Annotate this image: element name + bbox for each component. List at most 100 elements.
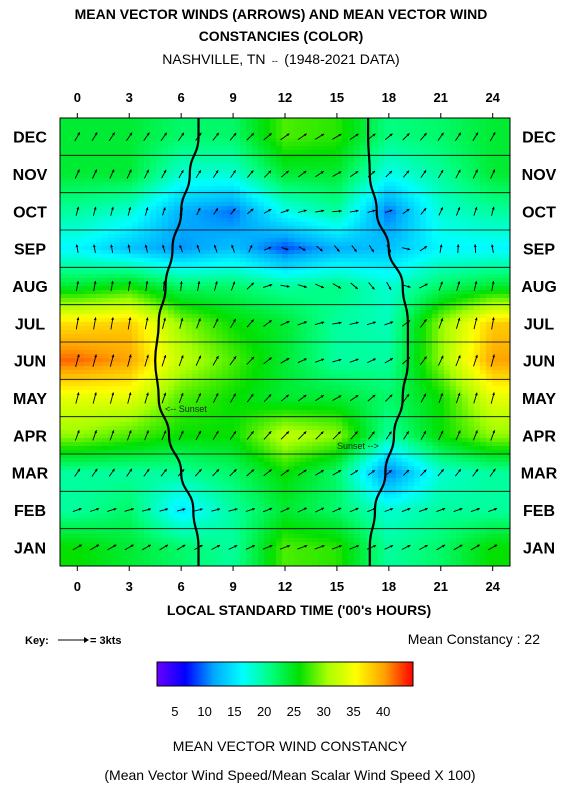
heatmap-cell (132, 190, 139, 195)
heatmap-cell (408, 334, 415, 339)
heatmap-cell (492, 194, 499, 199)
heatmap-cell (204, 206, 211, 211)
heatmap-cell (234, 206, 241, 211)
heatmap-cell (60, 182, 67, 187)
heatmap-cell (180, 270, 187, 275)
heatmap-cell (96, 126, 103, 131)
heatmap-cell (348, 258, 355, 263)
heatmap-cell (420, 262, 427, 267)
heatmap-cell (150, 202, 157, 207)
heatmap-cell (408, 342, 415, 347)
heatmap-cell (390, 130, 397, 135)
heatmap-cell (498, 238, 505, 243)
heatmap-cell (348, 366, 355, 371)
heatmap-cell (102, 374, 109, 379)
heatmap-cell (258, 186, 265, 191)
heatmap-cell (96, 246, 103, 251)
heatmap-cell (414, 194, 421, 199)
heatmap-cell (402, 370, 409, 375)
heatmap-cell (264, 126, 271, 131)
heatmap-cell (264, 134, 271, 139)
heatmap-cell (306, 226, 313, 231)
heatmap-cell (504, 302, 511, 307)
heatmap-cell (186, 230, 193, 235)
heatmap-cell (204, 350, 211, 355)
heatmap-cell (408, 166, 415, 171)
heatmap-cell (60, 366, 67, 371)
heatmap-cell (480, 130, 487, 135)
heatmap-cell (240, 122, 247, 127)
heatmap-cell (360, 322, 367, 327)
heatmap-cell (318, 198, 325, 203)
heatmap-cell (474, 262, 481, 267)
heatmap-cell (192, 274, 199, 279)
heatmap-cell (210, 346, 217, 351)
heatmap-cell (438, 178, 445, 183)
heatmap-cell (126, 350, 133, 355)
heatmap-cell (396, 170, 403, 175)
heatmap-cell (138, 190, 145, 195)
heatmap-cell (168, 126, 175, 131)
heatmap-cell (492, 298, 499, 303)
heatmap-cell (180, 214, 187, 219)
heatmap-cell (294, 294, 301, 299)
heatmap-cell (408, 226, 415, 231)
heatmap-cell (282, 122, 289, 127)
heatmap-cell (318, 246, 325, 251)
heatmap-cell (90, 310, 97, 315)
heatmap-cell (246, 166, 253, 171)
heatmap-cell (66, 210, 73, 215)
heatmap-cell (396, 214, 403, 219)
heatmap-cell (258, 118, 265, 123)
heatmap-cell (306, 374, 313, 379)
heatmap-cell (264, 142, 271, 147)
heatmap-cell (174, 346, 181, 351)
heatmap-cell (132, 326, 139, 331)
heatmap-cell (318, 370, 325, 375)
heatmap-cell (132, 186, 139, 191)
heatmap-cell (162, 362, 169, 367)
heatmap-cell (324, 298, 331, 303)
heatmap-cell (108, 278, 115, 283)
heatmap-cell (294, 170, 301, 175)
heatmap-cell (390, 282, 397, 287)
heatmap-cell (426, 378, 433, 383)
heatmap-cell (492, 370, 499, 375)
heatmap-cell (444, 210, 451, 215)
heatmap-cell (258, 314, 265, 319)
heatmap-cell (174, 314, 181, 319)
heatmap-cell (144, 350, 151, 355)
heatmap-cell (66, 150, 73, 155)
heatmap-cell (456, 326, 463, 331)
heatmap-cell (306, 182, 313, 187)
heatmap-cell (426, 302, 433, 307)
heatmap-cell (384, 350, 391, 355)
heatmap-cell (252, 142, 259, 147)
heatmap-cell (336, 258, 343, 263)
heatmap-cell (444, 362, 451, 367)
heatmap-cell (468, 126, 475, 131)
heatmap-cell (264, 194, 271, 199)
heatmap-cell (246, 142, 253, 147)
heatmap-cell (120, 318, 127, 323)
heatmap-cell (228, 346, 235, 351)
heatmap-cell (282, 186, 289, 191)
heatmap-cell (354, 134, 361, 139)
heatmap-cell (132, 138, 139, 143)
heatmap-cell (90, 162, 97, 167)
heatmap-cell (432, 182, 439, 187)
heatmap-cell (72, 358, 79, 363)
heatmap-cell (90, 266, 97, 271)
heatmap-cell (318, 258, 325, 263)
heatmap-cell (198, 302, 205, 307)
heatmap-cell (246, 290, 253, 295)
heatmap-cell (84, 218, 91, 223)
heatmap-cell (66, 258, 73, 263)
heatmap-cell (312, 270, 319, 275)
heatmap-cell (318, 218, 325, 223)
heatmap-cell (348, 162, 355, 167)
heatmap-cell (474, 334, 481, 339)
heatmap-cell (144, 346, 151, 351)
heatmap-cell (354, 326, 361, 331)
heatmap-cell (396, 182, 403, 187)
